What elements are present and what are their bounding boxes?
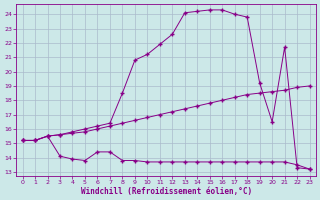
X-axis label: Windchill (Refroidissement éolien,°C): Windchill (Refroidissement éolien,°C) <box>81 187 252 196</box>
